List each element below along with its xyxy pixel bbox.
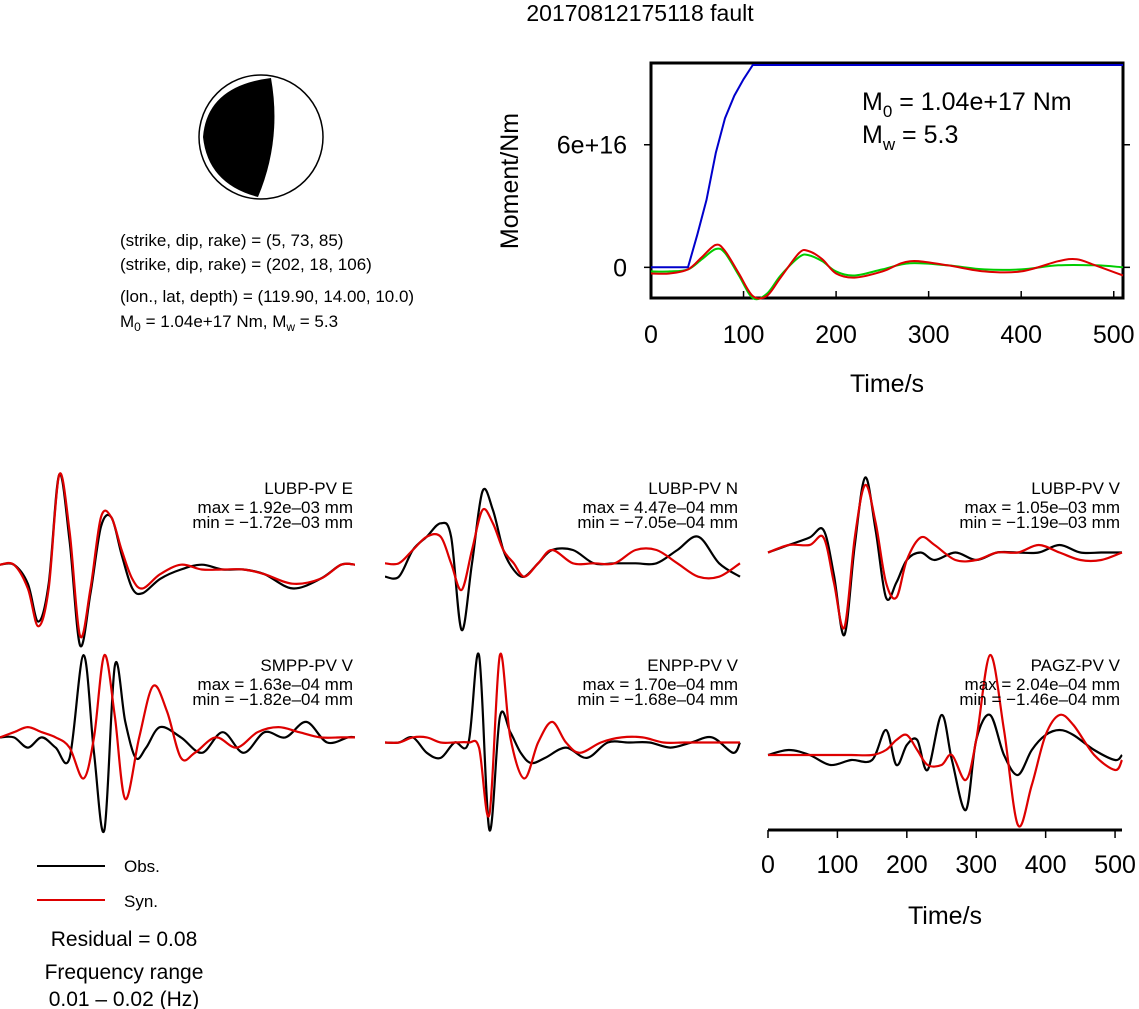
- moment-x-tick-label: 400: [1000, 321, 1042, 349]
- waveform-station-label: SMPP-PV V: [260, 656, 353, 675]
- moment-y-axis-label: Moment/Nm: [496, 113, 524, 249]
- synthetic-waveform: [768, 653, 1123, 828]
- beachball-compressional-quadrant: [203, 78, 275, 197]
- waveform-max-label: max = 1.70e–04 mm: [583, 675, 738, 694]
- waveform-x-axis-label: Time/s: [908, 902, 982, 930]
- moment-series-line: [650, 247, 1124, 301]
- waveform-x-tick-label: 500: [1094, 851, 1136, 879]
- legend-syn-label: Syn.: [124, 892, 158, 911]
- moment-series-line: [651, 64, 1123, 269]
- moment-m0-annotation: M0 = 1.04e+17 Nm: [862, 88, 1072, 121]
- legend-obs-label: Obs.: [124, 857, 160, 876]
- waveform-min-label: min = −1.19e–03 mm: [959, 513, 1120, 532]
- focal-parameters: (strike, dip, rake) = (5, 73, 85) (strik…: [120, 231, 414, 334]
- waveform-min-label: min = −1.68e–04 mm: [577, 690, 738, 709]
- focal-plane-2: (strike, dip, rake) = (202, 18, 106): [120, 255, 372, 274]
- frequency-range-title: Frequency range: [45, 961, 204, 984]
- moment-series-line: [650, 243, 1124, 300]
- moment-y-tick-label: 0: [613, 254, 627, 282]
- legend: Obs. Syn. Residual = 0.08 Frequency rang…: [37, 857, 203, 1009]
- moment-x-tick-label: 100: [723, 321, 765, 349]
- focal-moment-line: M0 = 1.04e+17 Nm, Mw = 5.3: [120, 312, 338, 334]
- synthetic-waveform: [384, 507, 741, 592]
- waveform-station-label: ENPP-PV V: [647, 656, 738, 675]
- waveform-max-label: max = 1.05e–03 mm: [965, 498, 1120, 517]
- moment-x-tick-label: 0: [644, 321, 658, 349]
- waveform-max-label: max = 4.47e–04 mm: [583, 498, 738, 517]
- hypocenter: (lon., lat, depth) = (119.90, 14.00, 10.…: [120, 287, 414, 306]
- synthetic-waveform: [0, 472, 356, 639]
- moment-plot: 0 100 200 300 400 500 0 6e+16 Moment/Nm Time/s…: [496, 61, 1135, 398]
- frequency-range-value: 0.01 – 0.02 (Hz): [49, 988, 200, 1009]
- waveform-station-label: PAGZ-PV V: [1031, 656, 1121, 675]
- waveform-min-label: min = −1.46e–04 mm: [959, 690, 1120, 709]
- synthetic-waveform: [767, 483, 1123, 630]
- waveform-min-label: min = −7.05e–04 mm: [577, 513, 738, 532]
- moment-x-ticks: 0 100 200 300 400 500: [644, 291, 1135, 349]
- waveform-x-ticks: 0 100 200 300 400 500: [761, 830, 1136, 879]
- waveform-x-tick-label: 100: [817, 851, 859, 879]
- moment-y-ticks: 0 6e+16: [557, 132, 1130, 282]
- observed-waveform: [767, 713, 1123, 812]
- waveform-max-label: max = 1.63e–04 mm: [198, 675, 353, 694]
- waveform-x-tick-label: 300: [955, 851, 997, 879]
- observed-waveform: [384, 487, 741, 632]
- observed-waveform: [0, 653, 356, 834]
- synthetic-waveform: [0, 653, 355, 801]
- synthetic-waveform: [384, 652, 740, 818]
- waveform-max-label: max = 2.04e–04 mm: [965, 675, 1120, 694]
- moment-series: [650, 64, 1124, 301]
- moment-plot-frame: [649, 61, 1125, 300]
- waveform-x-tick-label: 200: [886, 851, 928, 879]
- waveform-station-label: LUBP-PV V: [1031, 479, 1120, 498]
- moment-x-tick-label: 300: [908, 321, 950, 349]
- figure-title: 20170812175118 fault: [526, 0, 754, 26]
- waveform-x-tick-label: 400: [1025, 851, 1067, 879]
- waveform-station-label: LUBP-PV N: [648, 479, 738, 498]
- beachball: [198, 74, 324, 200]
- waveform-min-label: min = −1.72e–03 mm: [192, 513, 353, 532]
- residual-label: Residual = 0.08: [51, 928, 198, 951]
- moment-x-tick-label: 500: [1093, 321, 1135, 349]
- focal-plane-1: (strike, dip, rake) = (5, 73, 85): [120, 231, 343, 250]
- moment-x-tick-label: 200: [815, 321, 857, 349]
- waveform-station-label: LUBP-PV E: [264, 479, 353, 498]
- waveform-max-label: max = 1.92e–03 mm: [198, 498, 353, 517]
- observed-waveform: [384, 652, 741, 832]
- moment-x-axis-label: Time/s: [850, 370, 924, 398]
- waveform-min-label: min = −1.82e–04 mm: [192, 690, 353, 709]
- moment-y-tick-label: 6e+16: [557, 132, 627, 160]
- moment-mw-annotation: Mw = 5.3: [862, 121, 958, 154]
- waveform-x-tick-label: 0: [761, 851, 775, 879]
- waveform-time-axis: 0 100 200 300 400 500 Time/s: [761, 828, 1136, 930]
